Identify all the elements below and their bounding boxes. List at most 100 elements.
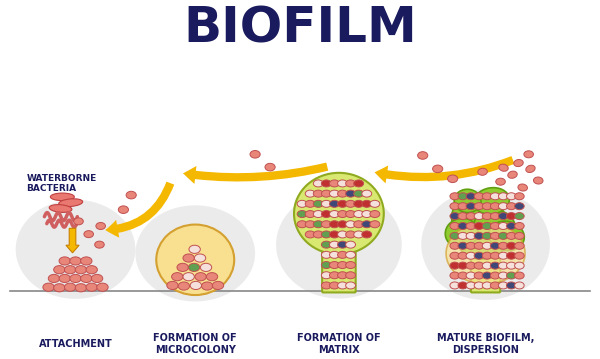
Text: MATURE BIOFILM,
DISPERSION: MATURE BIOFILM, DISPERSION [437,332,534,355]
FancyBboxPatch shape [471,246,500,293]
Ellipse shape [466,203,476,210]
Ellipse shape [515,203,524,210]
Ellipse shape [458,203,467,210]
Ellipse shape [362,200,371,208]
Ellipse shape [466,232,476,239]
Ellipse shape [518,184,527,191]
Ellipse shape [313,221,323,228]
Ellipse shape [450,242,460,249]
Ellipse shape [474,282,484,289]
Ellipse shape [338,210,347,218]
Ellipse shape [53,284,65,292]
Ellipse shape [305,210,315,218]
Ellipse shape [177,263,188,271]
Ellipse shape [506,232,516,239]
Ellipse shape [474,252,484,259]
Ellipse shape [466,223,476,229]
Ellipse shape [450,223,460,229]
Ellipse shape [445,218,478,248]
Ellipse shape [338,251,347,258]
Text: ATTACHMENT: ATTACHMENT [38,339,112,349]
Ellipse shape [458,224,506,259]
Ellipse shape [91,274,103,283]
Ellipse shape [490,242,500,249]
Ellipse shape [354,180,364,187]
Ellipse shape [96,223,106,229]
Ellipse shape [474,193,484,200]
Ellipse shape [458,242,467,249]
Ellipse shape [43,283,54,291]
Ellipse shape [188,263,200,271]
Ellipse shape [172,272,183,281]
Ellipse shape [86,266,97,274]
Ellipse shape [86,283,97,291]
Ellipse shape [474,242,484,249]
Ellipse shape [370,210,380,218]
Ellipse shape [524,151,533,158]
Ellipse shape [482,282,492,289]
Ellipse shape [346,282,356,289]
Ellipse shape [458,193,467,200]
Ellipse shape [75,284,86,292]
Ellipse shape [515,242,524,249]
Ellipse shape [329,190,340,197]
Ellipse shape [499,193,508,200]
Ellipse shape [64,283,76,291]
Ellipse shape [474,232,484,239]
Ellipse shape [64,266,76,274]
Ellipse shape [515,232,524,239]
Ellipse shape [451,196,496,235]
Ellipse shape [329,221,340,228]
Ellipse shape [59,257,70,265]
Ellipse shape [421,189,550,300]
Ellipse shape [499,203,508,210]
Ellipse shape [490,252,500,259]
Ellipse shape [482,213,492,220]
Ellipse shape [297,210,307,218]
Ellipse shape [313,231,323,238]
Ellipse shape [499,282,508,289]
Ellipse shape [265,163,275,171]
Ellipse shape [322,231,331,238]
Ellipse shape [450,193,460,200]
Ellipse shape [346,200,356,208]
Ellipse shape [482,252,492,259]
Ellipse shape [59,199,83,206]
Ellipse shape [338,241,347,248]
Ellipse shape [482,262,492,269]
Ellipse shape [450,282,460,289]
Ellipse shape [506,203,516,210]
Ellipse shape [490,282,500,289]
Ellipse shape [250,150,260,158]
Ellipse shape [354,231,364,238]
Ellipse shape [338,200,347,208]
Ellipse shape [97,283,108,291]
Ellipse shape [450,272,460,279]
Ellipse shape [533,177,543,184]
Ellipse shape [515,223,524,229]
Ellipse shape [458,282,467,289]
Ellipse shape [338,221,347,228]
Ellipse shape [338,190,347,197]
Ellipse shape [466,272,476,279]
Ellipse shape [482,223,492,229]
Ellipse shape [506,213,516,220]
Ellipse shape [458,232,467,239]
Ellipse shape [362,221,371,228]
Ellipse shape [515,262,524,269]
FancyBboxPatch shape [322,241,356,293]
Ellipse shape [212,281,224,289]
Ellipse shape [354,221,364,228]
Ellipse shape [346,190,356,197]
Ellipse shape [370,200,380,208]
Ellipse shape [474,262,484,269]
Ellipse shape [167,281,178,289]
Ellipse shape [329,282,340,289]
Ellipse shape [322,251,331,258]
Ellipse shape [450,262,460,269]
Ellipse shape [346,210,356,218]
Ellipse shape [482,193,492,200]
Ellipse shape [490,232,500,239]
Ellipse shape [80,274,92,283]
Ellipse shape [474,272,484,279]
